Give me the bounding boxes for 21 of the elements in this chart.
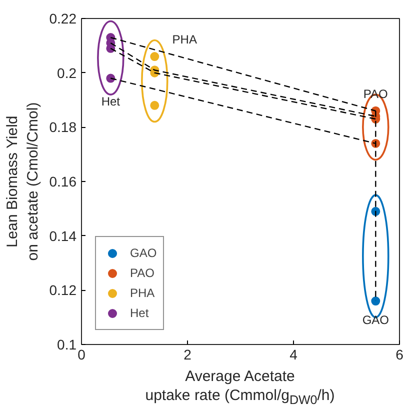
legend-label: PAO (130, 266, 154, 280)
y-tick-label: 0.1 (57, 336, 77, 352)
y-tick-label: 0.18 (49, 119, 77, 136)
y-tick-label: 0.14 (49, 228, 77, 244)
annotation: Het (101, 94, 121, 108)
legend-label: PHA (130, 286, 155, 300)
x-tick-label: 6 (396, 346, 403, 362)
y-tick-label: 0.16 (49, 174, 77, 190)
y-tick-label: 0.12 (49, 282, 77, 298)
y-tick-label: 0.2 (57, 64, 77, 81)
annotation: PAO (363, 86, 388, 101)
x-tick-label: 0 (78, 346, 86, 362)
x-axis-title: Average Acetate uptake rate (Cmmol/g$_{DW0}$/h) (145, 367, 335, 409)
legend-label: Het (130, 306, 150, 320)
x-tick-label: 2 (184, 346, 192, 362)
annotation: GAO (362, 313, 389, 328)
y-tick-label: 0.22 (49, 10, 77, 26)
annotation: PHA (172, 32, 197, 47)
legend-label: GAO (130, 246, 157, 260)
x-tick-label: 4 (290, 346, 298, 362)
y-axis-title: Lean Biomass Yield on acetate (Cmol/Cmol) (4, 102, 42, 261)
